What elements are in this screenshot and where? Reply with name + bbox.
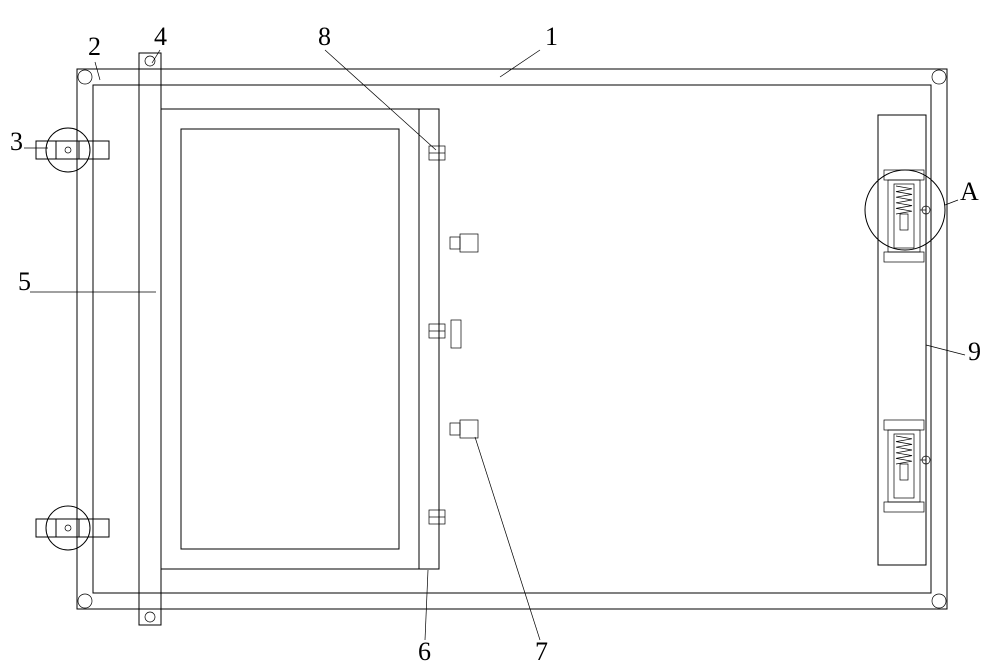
callout-4: 4 bbox=[154, 22, 167, 51]
callout-1: 1 bbox=[545, 22, 558, 51]
callout-8: 8 bbox=[318, 22, 331, 51]
callout-2: 2 bbox=[88, 32, 101, 61]
callout-3: 3 bbox=[10, 127, 23, 156]
callout-9: 9 bbox=[968, 337, 981, 366]
callout-6: 6 bbox=[418, 637, 431, 665]
callout-A: A bbox=[960, 177, 979, 206]
callout-5: 5 bbox=[18, 267, 31, 296]
callout-7: 7 bbox=[535, 637, 548, 665]
